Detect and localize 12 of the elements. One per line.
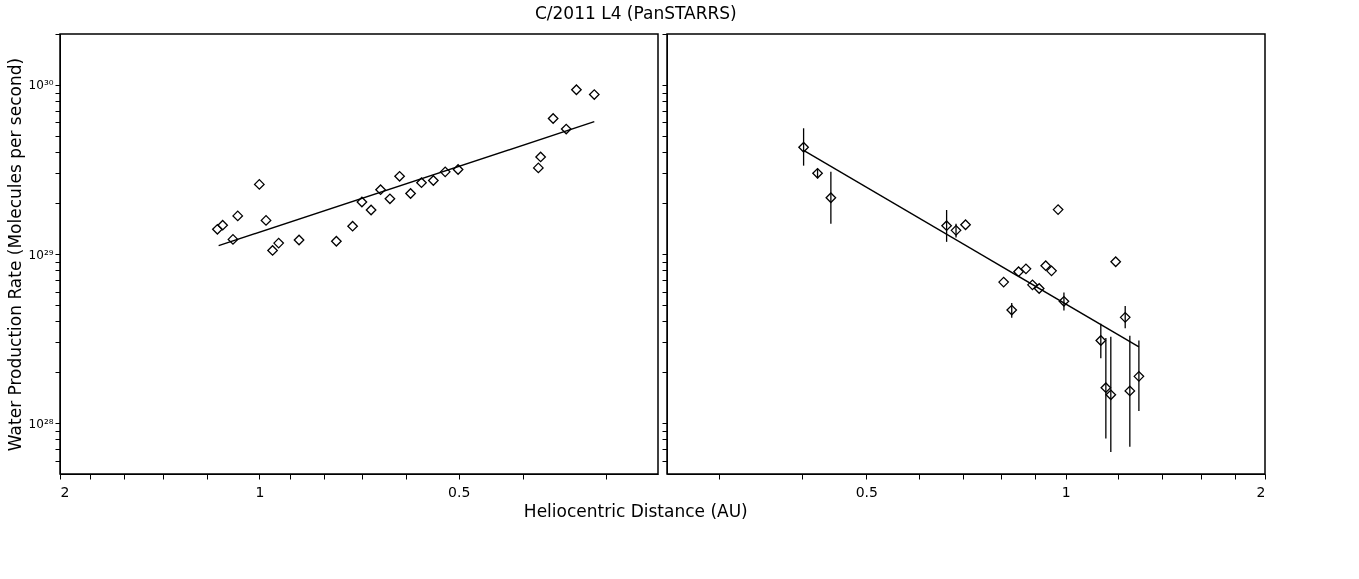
x-tick-label: 0.5 <box>448 483 471 500</box>
y-tick-label: 10²⁹ <box>28 247 54 262</box>
x-tick-label: 1 <box>255 483 265 500</box>
x-tick-label: 2 <box>60 483 70 500</box>
y-tick-label: 10²⁸ <box>28 416 54 431</box>
x-axis-title: Heliocentric Distance (AU) <box>523 500 748 521</box>
x-tick-label: 1 <box>1061 483 1071 500</box>
y-axis-title: Water Production Rate (Molecules per second) <box>4 57 25 452</box>
y-tick-label: 10³⁰ <box>28 78 54 93</box>
x-tick-label: 0.5 <box>855 483 878 500</box>
chart-title: C/2011 L4 (PanSTARRS) <box>534 3 737 24</box>
x-tick-label: 2 <box>1256 483 1266 500</box>
